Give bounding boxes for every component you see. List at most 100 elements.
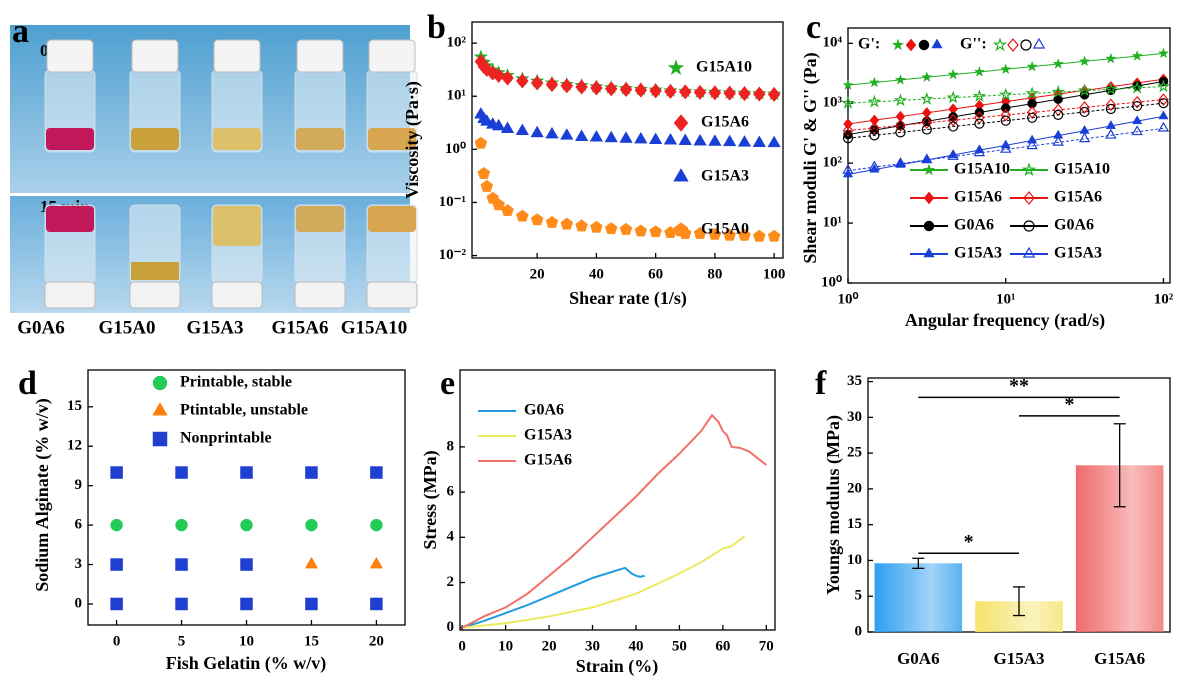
legend-label: G15A10 [696, 59, 752, 76]
marker [531, 126, 543, 137]
y-tick-label: 25 [847, 445, 862, 461]
y-tick-label: 5 [855, 588, 863, 604]
legend-label: Ptintable, unstable [180, 402, 308, 419]
y-tick-label: 10⁴ [823, 35, 843, 51]
y-tick-label: 9 [75, 477, 83, 493]
legend-label: G0A6 [524, 402, 564, 419]
marker [922, 94, 932, 103]
marker [1080, 56, 1090, 65]
marker [893, 39, 904, 49]
marker [176, 559, 188, 571]
y-tick-label: 10³ [823, 95, 843, 111]
y-tick-label: 10⁰ [445, 141, 466, 157]
marker [1159, 111, 1168, 119]
marker [995, 39, 1006, 49]
y-tick-label: 15 [67, 398, 82, 414]
marker [605, 131, 617, 142]
vial-cap [369, 40, 415, 72]
vial-content [296, 128, 344, 150]
marker [1053, 59, 1063, 68]
marker [241, 559, 253, 571]
y-tick-label: 3 [75, 556, 83, 572]
legend-label: G0A6 [1054, 217, 1094, 234]
marker [481, 180, 493, 191]
marker [948, 69, 958, 78]
marker [664, 133, 676, 144]
vial-content [46, 206, 94, 232]
x-tick-label: 40 [628, 638, 643, 654]
x-tick-label: 40 [589, 266, 604, 282]
marker [649, 133, 661, 144]
marker [906, 39, 916, 51]
marker [241, 467, 253, 479]
x-axis-label: Fish Gelatin (% w/v) [166, 653, 327, 674]
x-tick-label: G15A6 [1094, 649, 1145, 668]
vial-cap [214, 40, 260, 72]
x-tick-label: 10 [498, 638, 513, 654]
panel-label: b [427, 9, 446, 46]
marker [153, 376, 167, 390]
legend-label: G15A0 [701, 221, 749, 238]
marker [502, 71, 514, 85]
vial-content [46, 128, 94, 150]
y-tick-label: 20 [847, 480, 862, 496]
legend-label: Printable, stable [180, 374, 292, 391]
marker [679, 134, 691, 145]
x-tick-label: 60 [648, 266, 663, 282]
legend-title: G': [858, 36, 880, 53]
marker [924, 192, 934, 204]
vial-cap [212, 282, 262, 308]
x-axis-label: Angular frequency (rad/s) [905, 310, 1105, 331]
y-tick-label: 0 [447, 619, 455, 635]
sample-label: G15A3 [187, 317, 244, 338]
series-line [462, 415, 766, 628]
plot-frame [848, 28, 1170, 283]
marker [753, 136, 765, 147]
marker [241, 519, 253, 531]
x-tick-label: 15 [304, 633, 319, 649]
y-tick-label: 10¹ [447, 88, 467, 104]
legend-label: G15A3 [701, 168, 749, 185]
vial-content [213, 128, 261, 150]
y-tick-label: 10⁰ [821, 274, 842, 290]
vial-cap [130, 282, 180, 308]
marker [370, 519, 382, 531]
y-tick-label: 6 [75, 517, 83, 533]
marker [111, 559, 123, 571]
significance-label: * [1064, 394, 1074, 416]
x-tick-label: 30 [585, 638, 600, 654]
sample-label: G15A6 [272, 317, 329, 338]
x-tick-label: 5 [178, 633, 186, 649]
marker [605, 82, 617, 96]
marker [1027, 61, 1037, 70]
marker [844, 119, 853, 130]
marker [723, 135, 735, 146]
marker [635, 225, 647, 236]
y-axis-label: Sodium Alginate (% w/v) [32, 398, 53, 592]
marker [1159, 123, 1168, 131]
vial-cap [45, 282, 95, 308]
marker [576, 80, 588, 94]
x-tick-label: 10⁰ [837, 291, 858, 307]
y-axis-label: Stress (MPa) [420, 450, 441, 549]
marker [922, 155, 931, 163]
marker [1132, 116, 1141, 124]
sample-label: G0A6 [17, 317, 65, 338]
marker [620, 82, 632, 96]
marker [546, 77, 558, 91]
marker [919, 40, 929, 50]
marker [531, 76, 543, 90]
marker [605, 222, 617, 233]
y-tick-label: 10² [447, 35, 467, 51]
y-tick-label: 10² [823, 155, 843, 171]
marker [1159, 48, 1169, 57]
marker [1024, 248, 1034, 257]
marker [1132, 51, 1142, 60]
marker [1080, 125, 1089, 133]
x-axis-label: Strain (%) [576, 656, 659, 677]
vial-content [131, 128, 179, 150]
y-tick-label: 35 [847, 373, 862, 389]
y-tick-label: 10⁻² [439, 247, 467, 263]
marker [111, 519, 123, 531]
x-tick-label: 10¹ [996, 291, 1016, 307]
